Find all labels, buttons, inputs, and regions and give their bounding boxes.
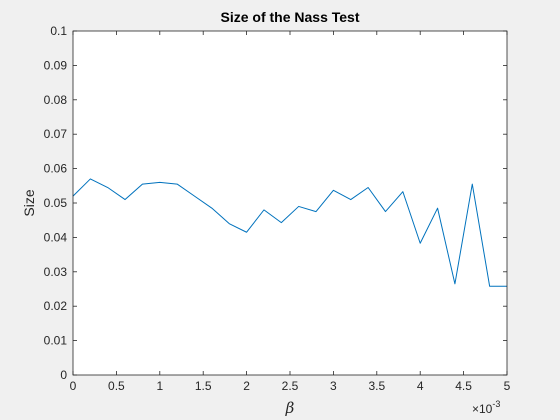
y-tick-label: 0.08 xyxy=(44,93,68,107)
x-tick-label: 5 xyxy=(504,379,511,393)
y-tick-label: 0 xyxy=(60,368,67,382)
x-tick-label: 3 xyxy=(330,379,337,393)
x-tick-label: 1 xyxy=(156,379,163,393)
x-axis-exponent: ×10-3 xyxy=(472,399,500,416)
x-axis-exponent-base: ×10 xyxy=(472,402,493,416)
plot-frame xyxy=(72,30,508,376)
x-axis-label: β xyxy=(285,399,295,417)
y-tick-label: 0.05 xyxy=(44,196,68,210)
y-tick-label: 0.09 xyxy=(44,58,68,72)
x-tick-label: 3.5 xyxy=(368,379,385,393)
x-tick-label: 2.5 xyxy=(282,379,299,393)
y-tick-label: 0.02 xyxy=(44,299,68,313)
y-tick-label: 0.03 xyxy=(44,265,68,279)
x-axis-exponent-power: -3 xyxy=(492,399,500,409)
y-tick-label: 0.07 xyxy=(44,127,68,141)
axis-ticks: 0 0.5 1 1.5 2 2.5 3 3.5 4 4.5 5 0 0.01 0.02 0.03 0.04 0.… xyxy=(44,24,511,393)
plot-area xyxy=(73,31,507,375)
x-tick-label: 0.5 xyxy=(108,379,125,393)
x-tick-label: 4 xyxy=(417,379,424,393)
y-tick-label: 0.06 xyxy=(44,162,68,176)
x-tick-label: 4.5 xyxy=(455,379,472,393)
chart-title: Size of the Nass Test xyxy=(220,9,359,25)
series-layer xyxy=(72,178,507,287)
y-axis-label: Size xyxy=(21,189,37,216)
x-tick-label: 1.5 xyxy=(195,379,212,393)
y-tick-label: 0.1 xyxy=(50,24,67,38)
x-tick-label: 2 xyxy=(243,379,250,393)
y-tick-label: 0.04 xyxy=(44,230,68,244)
x-tick-label: 0 xyxy=(70,379,77,393)
y-tick-label: 0.01 xyxy=(44,334,68,348)
series-line xyxy=(72,178,507,287)
